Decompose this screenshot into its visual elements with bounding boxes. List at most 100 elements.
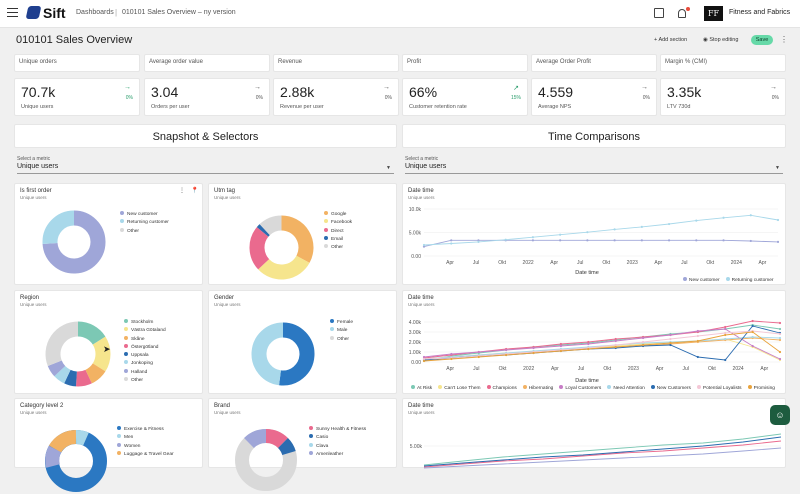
- kpi-top-card[interactable]: Unique orders: [14, 54, 140, 72]
- legend-item[interactable]: Women: [117, 442, 174, 451]
- legend-label: Facebook: [331, 220, 353, 226]
- legend-item[interactable]: New customer: [683, 277, 720, 283]
- card-date-time-3[interactable]: Date time Unique users 5.00k: [402, 398, 786, 469]
- legend-item[interactable]: Email: [324, 235, 352, 244]
- metric-select-right[interactable]: Unique users: [405, 163, 447, 170]
- kpi-top-card[interactable]: Profit: [402, 54, 528, 72]
- legend-item[interactable]: Jonkoping: [124, 360, 166, 368]
- data-point: [531, 236, 535, 239]
- data-point: [505, 348, 508, 352]
- legend-item[interactable]: Promising: [747, 385, 775, 391]
- legend-item[interactable]: Luggage & Travel Gear: [117, 450, 174, 459]
- data-point: [724, 337, 727, 341]
- legend-item[interactable]: Google: [324, 211, 352, 219]
- breadcrumb-dashboards[interactable]: Dashboards: [76, 9, 114, 16]
- legend-item[interactable]: Östergötland: [124, 343, 166, 352]
- kpi-label: Orders per user: [151, 104, 190, 110]
- kpi-top-card[interactable]: Average Order Profit: [531, 54, 657, 72]
- data-point: [614, 337, 617, 341]
- card-category[interactable]: Category level 2 Unique users Exercise &…: [14, 398, 203, 492]
- caret-down-icon[interactable]: ▼: [775, 165, 780, 171]
- store-logo[interactable]: FF: [704, 6, 723, 21]
- legend-item[interactable]: Halland: [124, 368, 166, 377]
- legend-item[interactable]: New Customers: [650, 385, 691, 391]
- legend-item[interactable]: Female: [330, 319, 353, 327]
- legend-item[interactable]: Skåne: [124, 335, 166, 344]
- card-region[interactable]: Region Unique users Stockholm Västra Göta…: [14, 290, 203, 394]
- legend-item[interactable]: Male: [330, 327, 353, 335]
- legend-item[interactable]: Loyal Customers: [559, 385, 601, 391]
- card-date-time-1[interactable]: Date time Unique users 0.00 5.00k 10.0k Apr…: [402, 183, 786, 285]
- legend-item[interactable]: Clava: [309, 442, 366, 451]
- legend-gender: Female Male Other: [330, 319, 353, 344]
- kpi-label: Unique users: [21, 104, 54, 110]
- legend-item[interactable]: Other: [124, 377, 166, 385]
- card-utm-tag[interactable]: Utm tag Unique users Google Facebook Direc…: [208, 183, 397, 285]
- add-section-button[interactable]: + Add section: [654, 37, 688, 43]
- store-name[interactable]: Fitness and Fabrics: [729, 9, 791, 16]
- card-subtitle: Unique users: [20, 410, 47, 415]
- legend-item[interactable]: At Risk: [411, 385, 432, 391]
- legend-item[interactable]: Other: [120, 227, 169, 236]
- kpi-card-revenue-per-user[interactable]: 2.88k Revenue per user → 0%: [273, 78, 399, 116]
- legend-item[interactable]: Other: [324, 244, 352, 252]
- legend-item[interactable]: Potential Loyalists: [696, 385, 742, 391]
- legend-swatch: [324, 244, 328, 249]
- caret-down-icon[interactable]: ▼: [386, 165, 391, 171]
- legend-item[interactable]: Sunny Health & Fitness: [309, 426, 366, 434]
- save-button[interactable]: Save: [751, 35, 773, 45]
- more-options-icon[interactable]: ⋮: [780, 35, 788, 44]
- card-gender[interactable]: Gender Unique users Female Male Other: [208, 290, 397, 394]
- card-subtitle: Unique users: [20, 302, 47, 307]
- app-name[interactable]: Sift: [43, 5, 66, 21]
- legend-item[interactable]: New customer: [120, 211, 169, 219]
- menu-icon[interactable]: [7, 8, 18, 17]
- legend-item[interactable]: Casio: [309, 434, 366, 442]
- legend-label: Other: [337, 336, 349, 342]
- legend-item[interactable]: Amenleather: [309, 450, 366, 459]
- sift-logo-icon[interactable]: [25, 6, 42, 19]
- data-point: [477, 350, 480, 354]
- legend-item[interactable]: Hibernating: [522, 385, 553, 391]
- legend-item[interactable]: Facebook: [324, 219, 352, 227]
- kpi-card-orders-per-user[interactable]: 3.04 Orders per user → 0%: [144, 78, 270, 116]
- gift-icon[interactable]: [654, 8, 664, 18]
- legend-item[interactable]: Stockholm: [124, 319, 166, 327]
- legend-item[interactable]: Exercise & Fitness: [117, 426, 174, 434]
- card-date-time-2[interactable]: Date time Unique users 0.00 1.00k 2.00k 3.0…: [402, 290, 786, 394]
- data-point: [477, 239, 480, 242]
- legend-swatch: [438, 385, 443, 389]
- kpi-top-card[interactable]: Margin % (CMI): [660, 54, 786, 72]
- data-point: [724, 358, 727, 362]
- card-title: Date time: [408, 403, 434, 409]
- metric-select-left[interactable]: Unique users: [17, 163, 59, 170]
- legend-item[interactable]: Champions: [486, 385, 517, 391]
- kpi-card-average-nps[interactable]: 4.559 Average NPS → 0%: [531, 78, 657, 116]
- kpi-card-retention-rate[interactable]: 66% Customer retention rate ↗ 15%: [402, 78, 528, 116]
- pin-icon[interactable]: 📍: [191, 188, 199, 194]
- kpi-card-unique-users[interactable]: 70.7k Unique users → 0%: [14, 78, 140, 116]
- legend-item[interactable]: Other: [330, 335, 353, 344]
- kpi-top-card[interactable]: Revenue: [273, 54, 399, 72]
- bell-icon[interactable]: [678, 9, 686, 18]
- card-brand[interactable]: Brand Unique users Sunny Health & Fitnes…: [208, 398, 397, 491]
- data-point: [641, 340, 645, 344]
- legend-swatch: [309, 450, 313, 455]
- legend-item[interactable]: Västra Götaland: [124, 327, 166, 335]
- legend-item[interactable]: Returning customer: [725, 277, 774, 283]
- legend-item[interactable]: Need Attention: [607, 385, 645, 391]
- legend-item[interactable]: Returning customer: [120, 219, 169, 227]
- legend-item[interactable]: Men: [117, 434, 174, 442]
- kpi-top-card[interactable]: Average order value: [144, 54, 270, 72]
- kpi-card-ltv[interactable]: 3.35k LTV 730d → 0%: [660, 78, 786, 116]
- support-bot-icon[interactable]: ☺: [770, 405, 790, 425]
- series-line: [423, 324, 781, 362]
- legend-item[interactable]: Direct: [324, 227, 352, 236]
- card-first-order[interactable]: Is first order Unique users ⋮ 📍 New cust…: [14, 183, 203, 285]
- card-title: Utm tag: [214, 188, 236, 194]
- data-point: [505, 353, 508, 357]
- legend-item[interactable]: Can't Lose Them: [438, 385, 481, 391]
- legend-item[interactable]: Uppsala: [124, 352, 166, 360]
- more-options-icon[interactable]: ⋮: [179, 188, 185, 194]
- stop-editing-button[interactable]: ◉ Stop editing: [703, 37, 738, 43]
